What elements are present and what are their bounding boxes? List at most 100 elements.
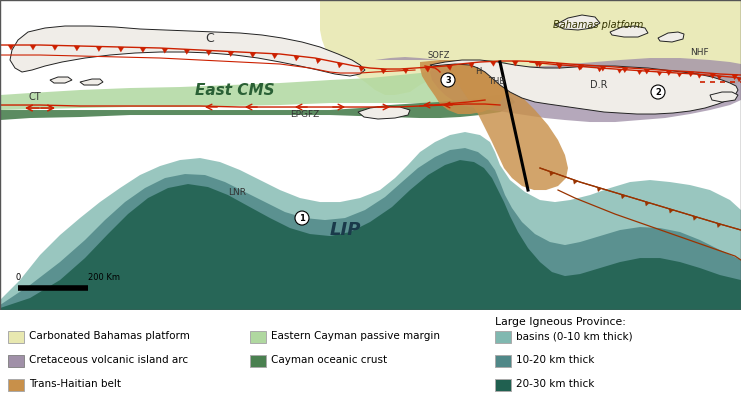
Polygon shape xyxy=(600,66,606,71)
Polygon shape xyxy=(537,63,542,67)
Polygon shape xyxy=(80,79,103,85)
Polygon shape xyxy=(717,223,721,228)
Polygon shape xyxy=(8,45,14,50)
Polygon shape xyxy=(375,57,741,122)
Polygon shape xyxy=(622,67,628,72)
Text: H: H xyxy=(475,67,482,76)
Polygon shape xyxy=(645,202,649,206)
Polygon shape xyxy=(573,180,578,184)
Polygon shape xyxy=(0,160,741,310)
Polygon shape xyxy=(732,75,738,80)
Polygon shape xyxy=(140,47,146,52)
Text: THB: THB xyxy=(488,77,505,86)
Polygon shape xyxy=(10,26,365,76)
Circle shape xyxy=(295,211,309,225)
Text: 20-30 km thick: 20-30 km thick xyxy=(516,379,594,389)
Polygon shape xyxy=(316,58,322,64)
Text: C: C xyxy=(205,32,214,45)
Circle shape xyxy=(651,85,665,99)
Polygon shape xyxy=(550,171,554,176)
Polygon shape xyxy=(50,77,72,83)
Polygon shape xyxy=(447,65,453,70)
Polygon shape xyxy=(0,60,520,110)
Polygon shape xyxy=(74,46,80,51)
Circle shape xyxy=(441,73,455,87)
Text: CT: CT xyxy=(29,92,41,102)
Polygon shape xyxy=(184,49,190,54)
Polygon shape xyxy=(293,56,299,61)
Text: NHF: NHF xyxy=(690,48,708,57)
Polygon shape xyxy=(30,45,36,50)
Bar xyxy=(250,355,266,367)
Polygon shape xyxy=(688,72,694,77)
Polygon shape xyxy=(666,70,672,75)
Text: basins (0-10 km thick): basins (0-10 km thick) xyxy=(516,331,633,341)
Bar xyxy=(8,379,24,391)
Bar xyxy=(495,379,511,391)
Polygon shape xyxy=(512,61,518,66)
Text: 0: 0 xyxy=(16,273,21,282)
Polygon shape xyxy=(206,50,212,55)
Polygon shape xyxy=(228,52,234,57)
Polygon shape xyxy=(381,69,387,74)
Text: East CMS: East CMS xyxy=(195,83,275,98)
Polygon shape xyxy=(597,187,602,191)
Text: Eastern Cayman passive margin: Eastern Cayman passive margin xyxy=(271,331,440,341)
Polygon shape xyxy=(491,61,496,66)
Polygon shape xyxy=(358,106,410,119)
Polygon shape xyxy=(577,66,582,70)
Polygon shape xyxy=(597,68,602,72)
Bar xyxy=(8,355,24,367)
Polygon shape xyxy=(430,60,738,114)
Polygon shape xyxy=(250,52,256,58)
Polygon shape xyxy=(0,148,741,310)
Polygon shape xyxy=(96,47,102,52)
Bar xyxy=(250,331,266,343)
Bar xyxy=(495,331,511,343)
Text: Trans-Haitian belt: Trans-Haitian belt xyxy=(29,379,121,389)
Polygon shape xyxy=(621,194,625,199)
Text: LNR: LNR xyxy=(228,188,246,197)
Polygon shape xyxy=(420,60,508,114)
Polygon shape xyxy=(637,70,642,75)
Polygon shape xyxy=(693,216,697,220)
Polygon shape xyxy=(557,65,562,69)
Text: Large Igneous Province:: Large Igneous Province: xyxy=(495,317,626,327)
Text: EPGFZ: EPGFZ xyxy=(290,110,319,119)
Polygon shape xyxy=(468,62,474,68)
Polygon shape xyxy=(0,95,515,120)
Polygon shape xyxy=(359,67,365,72)
Polygon shape xyxy=(448,62,568,190)
Polygon shape xyxy=(337,62,343,68)
Polygon shape xyxy=(52,45,58,50)
Polygon shape xyxy=(669,209,674,213)
Text: LIP: LIP xyxy=(329,221,361,239)
Text: Cretaceous volcanic island arc: Cretaceous volcanic island arc xyxy=(29,355,188,365)
Polygon shape xyxy=(677,73,682,77)
Polygon shape xyxy=(710,92,738,102)
Polygon shape xyxy=(272,54,278,59)
Polygon shape xyxy=(710,73,716,78)
Polygon shape xyxy=(118,47,124,52)
Polygon shape xyxy=(658,32,684,42)
Polygon shape xyxy=(657,72,662,76)
Text: Carbonated Bahamas platform: Carbonated Bahamas platform xyxy=(29,331,190,341)
Text: 1: 1 xyxy=(299,214,305,222)
Text: 200 Km: 200 Km xyxy=(88,273,120,282)
Text: Cayman oceanic crust: Cayman oceanic crust xyxy=(271,355,387,365)
Text: SOFZ: SOFZ xyxy=(428,51,451,60)
Polygon shape xyxy=(697,74,702,78)
Bar xyxy=(8,331,24,343)
Polygon shape xyxy=(425,67,431,72)
Polygon shape xyxy=(320,0,741,112)
Text: D.R: D.R xyxy=(590,80,608,90)
Text: 2: 2 xyxy=(655,88,661,96)
Polygon shape xyxy=(402,68,408,74)
Polygon shape xyxy=(644,69,650,74)
Polygon shape xyxy=(556,63,562,68)
Polygon shape xyxy=(578,65,584,70)
Polygon shape xyxy=(0,132,741,310)
Polygon shape xyxy=(617,69,622,73)
Text: 3: 3 xyxy=(445,75,451,85)
Text: 10-20 km thick: 10-20 km thick xyxy=(516,355,594,365)
